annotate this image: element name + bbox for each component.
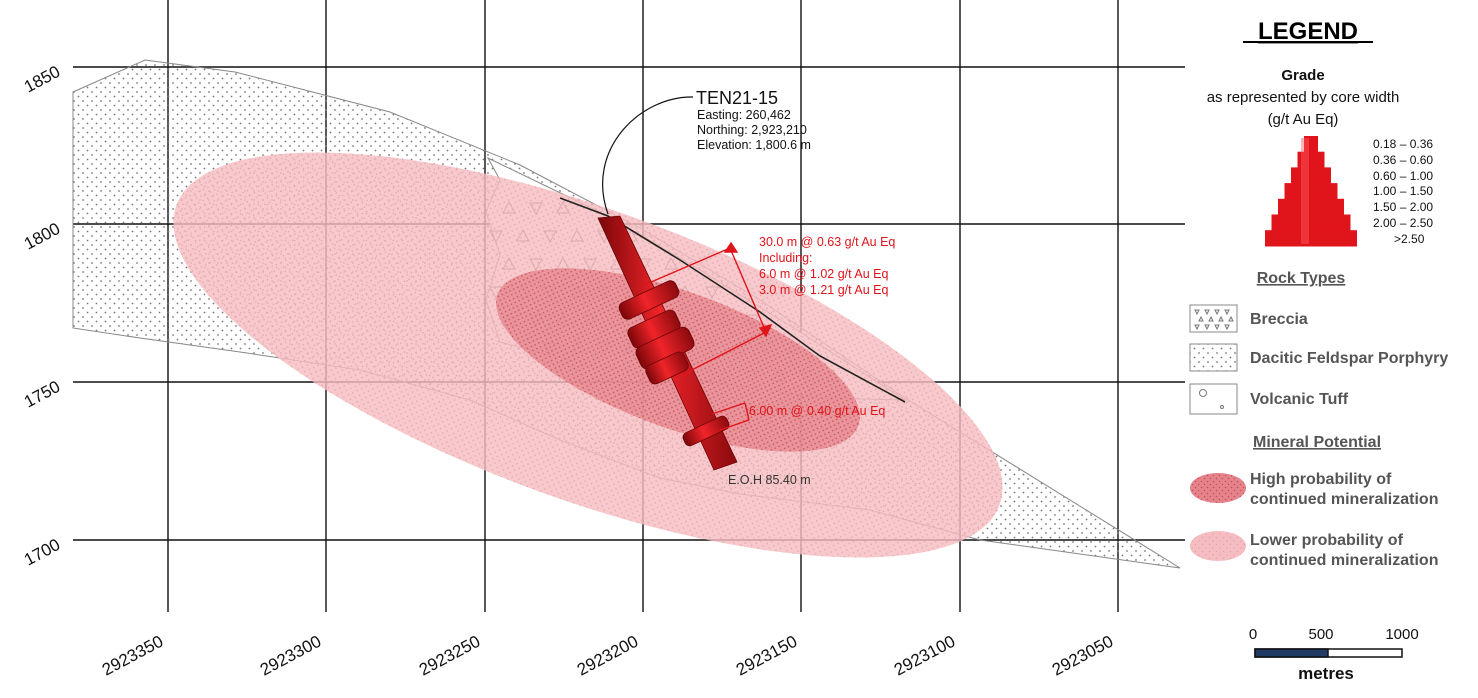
northing-label-2923150: 2923150 [733, 632, 800, 680]
assay-sub-intercept-1: 6.0 m @ 1.02 g/t Au Eq [759, 267, 888, 281]
collar-easting: Easting: 260,462 [697, 108, 791, 122]
legend-grade-step [1291, 167, 1331, 184]
northing-label-2923250: 2923250 [416, 632, 483, 680]
scale-unit-label: metres [1298, 664, 1354, 683]
legend-grade-step [1278, 198, 1344, 216]
collar-elevation: Elevation: 1,800.6 m [697, 138, 811, 152]
northing-label-2923100: 2923100 [891, 632, 958, 680]
northing-label-2923350: 2923350 [99, 632, 166, 680]
legend-grade-subtitle-1: as represented by core width [1207, 89, 1400, 106]
legend-high-probability-line2: continued mineralization [1250, 491, 1438, 508]
legend-grade-range-7: >2.50 [1394, 232, 1425, 246]
assay-including-label: Including: [759, 251, 813, 265]
legend-grade-range-1: 0.18 – 0.36 [1373, 137, 1433, 151]
collar-leader-line [602, 96, 694, 215]
legend-grade-highlight [1301, 138, 1309, 244]
legend-mineral-potential-title: Mineral Potential [1253, 434, 1381, 451]
legend-grade-step [1271, 214, 1351, 231]
legend-porphyry-swatch [1189, 343, 1238, 372]
legend-grade-stack [1265, 136, 1357, 247]
legend-grade-step [1265, 230, 1357, 247]
legend-breccia-triangles [1194, 309, 1234, 331]
legend-grade-subtitle-2: (g/t Au Eq) [1268, 111, 1339, 128]
legend-rock-types-title: Rock Types [1257, 270, 1346, 287]
legend-porphyry-label: Dacitic Feldspar Porphyry [1250, 350, 1448, 367]
legend-tuff-label: Volcanic Tuff [1250, 391, 1349, 408]
collar-northing: Northing: 2,923,210 [697, 123, 807, 137]
legend-grade-range-4: 1.00 – 1.50 [1373, 184, 1433, 198]
legend-lower-probability-line1: Lower probability of [1250, 532, 1404, 549]
assay-bracket-main [641, 241, 773, 377]
northing-label-2923300: 2923300 [257, 632, 324, 680]
northing-label-2923200: 2923200 [574, 632, 641, 680]
scale-label-500: 500 [1308, 626, 1333, 643]
legend-high-probability-line1: High probability of [1250, 471, 1392, 488]
legend-breccia-label: Breccia [1250, 311, 1308, 328]
legend: LEGEND Grade as represented by core widt… [1189, 18, 1448, 683]
drillhole-id: TEN21-15 [696, 88, 778, 108]
assay-main-intercept: 30.0 m @ 0.63 g/t Au Eq [759, 235, 895, 249]
legend-grade-range-3: 0.60 – 1.00 [1373, 169, 1433, 183]
drillhole-trace [597, 215, 738, 471]
legend-grade-step [1304, 136, 1318, 153]
assay-sub-intercept-2: 3.0 m @ 1.21 g/t Au Eq [759, 283, 888, 297]
end-of-hole-label: E.O.H 85.40 m [728, 473, 811, 487]
scale-label-1000: 1000 [1385, 626, 1418, 643]
legend-grade-range-5: 1.50 – 2.00 [1373, 200, 1433, 214]
northing-label-2923050: 2923050 [1049, 632, 1116, 680]
elevation-label-1700: 1700 [21, 535, 63, 570]
assay-lower-intercept: 6.00 m @ 0.40 g/t Au Eq [749, 404, 885, 418]
legend-grade-title: Grade [1281, 67, 1324, 84]
legend-grade-range-2: 0.36 – 0.60 [1373, 153, 1433, 167]
elevation-label-1750: 1750 [21, 377, 63, 412]
legend-tuff-swatch [1189, 383, 1238, 415]
legend-lower-probability-line2: continued mineralization [1250, 552, 1438, 569]
topography-line [559, 197, 906, 403]
legend-grade-step [1297, 151, 1325, 168]
elevation-label-1800: 1800 [21, 219, 63, 254]
legend-title: LEGEND [1258, 18, 1358, 45]
legend-grade-step [1284, 183, 1338, 200]
scale-label-0: 0 [1249, 626, 1257, 643]
assay-bracket-lower [711, 402, 750, 431]
elevation-axis-labels: 1850 1800 1750 1700 [21, 62, 63, 570]
northing-axis-labels: 2923350 2923300 2923250 2923200 2923150 … [99, 632, 1116, 680]
scale-bar: 0 500 1000 metres [1249, 626, 1419, 683]
legend-grade-range-6: 2.00 – 2.50 [1373, 216, 1433, 230]
elevation-label-1850: 1850 [21, 62, 63, 97]
